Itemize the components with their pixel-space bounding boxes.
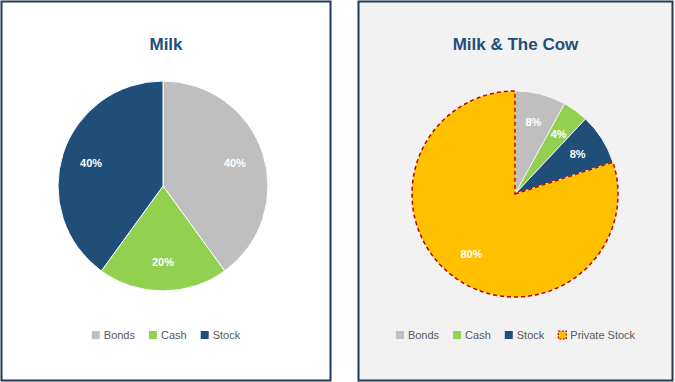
legend: Bonds Cash Stock — [92, 329, 241, 341]
legend-item: Cash — [453, 329, 491, 341]
legend-item: Bonds — [92, 329, 136, 341]
legend-item: Private Stock — [558, 329, 635, 341]
legend: Bonds Cash Stock Private Stock — [396, 329, 636, 341]
data-label: 8% — [525, 116, 541, 128]
legend-marker — [92, 331, 100, 339]
legend-label: Bonds — [408, 329, 440, 341]
data-label: 40% — [80, 157, 102, 169]
panel-frame — [359, 2, 673, 381]
chart-panel: Milk 40% 20% 40% Bonds Cash Stock — [2, 2, 331, 381]
chart-title: Milk — [149, 35, 183, 54]
legend-label: Stock — [213, 329, 241, 341]
data-label: 80% — [460, 248, 482, 260]
legend-item: Stock — [505, 329, 545, 341]
legend-label: Private Stock — [570, 329, 635, 341]
legend-label: Cash — [465, 329, 491, 341]
legend-marker — [149, 331, 157, 339]
data-label: 8% — [570, 148, 586, 160]
legend-marker — [453, 331, 461, 339]
chart-title: Milk & The Cow — [453, 35, 579, 54]
pie-slice — [412, 91, 618, 297]
data-label: 20% — [152, 256, 174, 268]
data-label: 4% — [551, 128, 567, 140]
legend-marker — [505, 331, 513, 339]
legend-label: Bonds — [104, 329, 136, 341]
legend-marker — [396, 331, 404, 339]
legend-label: Stock — [517, 329, 545, 341]
panel-frame — [2, 2, 331, 381]
legend-item: Stock — [201, 329, 241, 341]
legend-label: Cash — [161, 329, 187, 341]
pie-slice — [58, 81, 163, 271]
legend-item: Bonds — [396, 329, 440, 341]
chart-panel: Milk & The Cow8%4%8%80%BondsCashStockPri… — [359, 2, 673, 381]
pie — [412, 91, 618, 297]
data-label: 40% — [224, 157, 246, 169]
legend-marker — [558, 331, 566, 339]
pie — [58, 81, 268, 291]
legend-marker — [201, 331, 209, 339]
legend-item: Cash — [149, 329, 187, 341]
